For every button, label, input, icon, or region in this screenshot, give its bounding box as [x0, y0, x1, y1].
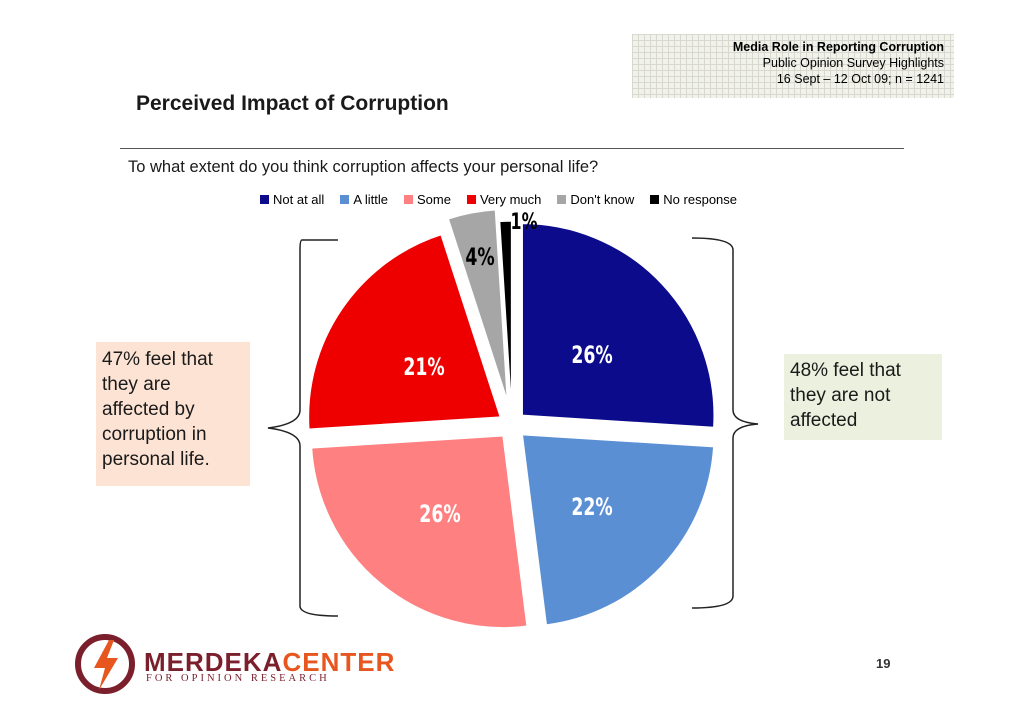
pie-slice-not-at-all — [521, 222, 715, 429]
logo-wordmark-center: CENTER — [282, 647, 396, 677]
legend-item-dont-know: Don't know — [557, 192, 634, 207]
callout-not-affected-line-1: 48% feel that — [790, 360, 901, 381]
pie-label-very-much: 21% — [403, 353, 444, 381]
pie-slice-no-response — [498, 220, 513, 414]
legend-label-dont-know: Don't know — [570, 192, 635, 207]
slide-title: Perceived Impact of Corruption — [136, 92, 449, 115]
callout-not-affected-line-3: affected — [790, 410, 858, 431]
callout-affected-line-4: corruption in — [102, 424, 207, 445]
callout-affected-line-3: affected by — [102, 399, 195, 420]
legend-swatch-a-little — [340, 195, 350, 204]
header-subtitle: Public Opinion Survey Highlights — [762, 56, 944, 70]
logo-tagline: FOR OPINION RESEARCH — [146, 673, 330, 684]
legend-item-a-little: A little — [340, 192, 388, 207]
legend-swatch-dont-know — [557, 195, 567, 204]
legend-label-some: Some — [417, 192, 451, 207]
logo-wordmark-merdeka: MERDEKA — [144, 647, 283, 677]
header-survey-dates: 16 Sept – 12 Oct 09; n = 1241 — [776, 72, 944, 86]
title-divider — [120, 148, 904, 149]
pie-labels: 26% 22% 26% 21% 4% 1% — [403, 208, 612, 527]
legend-item-not-at-all: Not at all — [260, 192, 324, 207]
legend-label-very-much: Very much — [479, 192, 542, 207]
pie-label-no-response: 1% — [511, 208, 538, 234]
left-brace — [267, 239, 339, 617]
header-report-title: Media Role in Reporting Corruption — [732, 40, 944, 54]
callout-affected-line-1: 47% feel that — [102, 349, 213, 370]
legend-swatch-no-response — [650, 195, 660, 204]
header-box: Media Role in Reporting Corruption Publi… — [632, 34, 954, 98]
page-number: 19 — [876, 656, 891, 671]
pie-slice-some — [310, 434, 528, 629]
callout-affected-line-2: they are — [102, 374, 171, 395]
legend-swatch-some — [404, 195, 413, 204]
legend-label-not-at-all: Not at all — [273, 192, 325, 207]
callout-not-affected-line-2: they are not — [790, 385, 891, 406]
pie-label-not-at-all: 26% — [571, 341, 612, 369]
callout-affected: 47% feel that they are affected by corru… — [96, 342, 250, 486]
survey-question: To what extent do you think corruption a… — [128, 158, 599, 176]
pie-slice-dont-know — [447, 209, 509, 402]
legend-label-a-little: A little — [353, 192, 388, 207]
logo-wordmark: MERDEKACENTER — [144, 647, 395, 678]
pie-slices — [307, 209, 715, 629]
legend-swatch-very-much — [466, 195, 476, 204]
right-brace — [691, 237, 759, 609]
chart-legend: Not at all A little Some Very much Don't… — [260, 192, 753, 207]
pie-slice-a-little — [521, 433, 715, 626]
merdeka-center-logo-icon — [75, 634, 135, 694]
pie-slice-very-much — [307, 233, 502, 430]
legend-item-no-response: No response — [650, 192, 737, 207]
callout-not-affected: 48% feel that they are not affected — [784, 354, 942, 440]
legend-label-no-response: No response — [663, 192, 738, 207]
legend-swatch-not-at-all — [260, 195, 269, 204]
pie-label-dont-know: 4% — [465, 243, 494, 271]
pie-label-a-little: 22% — [571, 493, 612, 521]
legend-item-very-much: Very much — [466, 192, 542, 207]
legend-item-some: Some — [404, 192, 451, 207]
pie-label-some: 26% — [419, 500, 460, 528]
callout-affected-line-5: personal life. — [102, 449, 210, 470]
